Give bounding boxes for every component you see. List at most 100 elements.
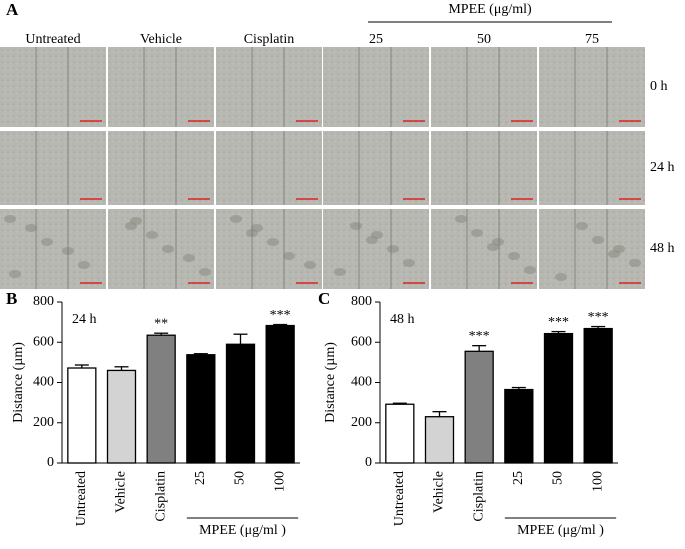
micrograph <box>108 209 214 289</box>
x-tick-label: 50 <box>233 471 248 485</box>
row-label: 48 h <box>650 241 675 256</box>
bar <box>464 350 494 464</box>
cell-cluster <box>25 224 37 232</box>
cell-cluster <box>199 268 211 276</box>
column-label: Untreated <box>25 32 80 47</box>
cell-cluster <box>629 259 641 267</box>
micrograph <box>431 131 537 205</box>
chart-title: 48 h <box>390 312 415 327</box>
micrograph <box>108 131 214 205</box>
panel-label: A <box>6 0 19 19</box>
x-tick-label: Untreated <box>392 471 407 526</box>
y-axis-label: Distance (µm) <box>11 342 26 423</box>
column-label: 50 <box>477 32 491 47</box>
cell-cluster <box>78 261 90 269</box>
bar <box>543 332 574 464</box>
cell-cluster <box>455 215 467 223</box>
x-tick-label: Vehicle <box>114 471 129 513</box>
cell-cluster <box>41 238 53 246</box>
x-tick-label: 100 <box>272 471 287 492</box>
y-tick-label: 200 <box>351 415 372 430</box>
micrograph <box>431 209 537 289</box>
y-tick-label: 400 <box>351 375 372 390</box>
significance: ** <box>154 316 168 331</box>
bar <box>504 388 534 464</box>
micrograph <box>108 47 214 127</box>
micrograph <box>216 47 322 127</box>
column-label: 75 <box>585 32 599 47</box>
column-label: Cisplatin <box>244 32 295 47</box>
cell-cluster <box>576 222 588 230</box>
bar <box>186 354 216 464</box>
cell-cluster <box>146 231 158 239</box>
y-tick-label: 0 <box>365 455 372 470</box>
cell-cluster <box>592 236 604 244</box>
significance: *** <box>548 315 569 330</box>
micrograph <box>323 209 429 289</box>
cell-cluster <box>492 238 504 246</box>
y-tick-label: 0 <box>47 455 54 470</box>
x-tick-label: Cisplatin <box>471 471 486 522</box>
column-label: Vehicle <box>140 32 182 47</box>
row-label: 0 h <box>650 79 668 94</box>
bar <box>424 416 455 464</box>
x-tick-label: 25 <box>511 471 526 485</box>
cell-cluster <box>508 252 520 260</box>
cell-cluster <box>387 245 399 253</box>
cell-cluster <box>471 229 483 237</box>
x-tick-label: Vehicle <box>432 471 447 513</box>
significance: *** <box>588 310 609 325</box>
y-tick-label: 800 <box>351 294 372 309</box>
group-label: MPEE (μg/ml ) <box>517 523 604 538</box>
bar <box>583 327 613 464</box>
cell-cluster <box>304 261 316 269</box>
micrograph <box>431 47 537 127</box>
significance: *** <box>469 329 490 344</box>
y-tick-label: 800 <box>33 294 54 309</box>
x-tick-label: Untreated <box>74 471 89 526</box>
y-tick-label: 200 <box>33 415 54 430</box>
bar <box>265 324 295 464</box>
micrograph <box>216 131 322 205</box>
panel-label: B <box>6 289 17 308</box>
column-label: 25 <box>369 32 383 47</box>
cell-cluster <box>130 217 142 225</box>
cell-cluster <box>4 215 16 223</box>
cell-cluster <box>267 238 279 246</box>
micrograph <box>323 47 429 127</box>
group-label: MPEE (μg/ml) <box>448 2 532 17</box>
cell-cluster <box>350 222 362 230</box>
micrograph <box>0 131 106 205</box>
bar <box>385 403 415 464</box>
micrograph <box>539 47 645 127</box>
cell-cluster <box>524 266 536 274</box>
micrograph <box>323 131 429 205</box>
bar <box>67 367 97 464</box>
bar <box>106 369 137 464</box>
cell-cluster <box>9 270 21 278</box>
cell-cluster <box>613 245 625 253</box>
cell-cluster <box>183 254 195 262</box>
x-tick-label: 100 <box>590 471 605 492</box>
y-tick-label: 600 <box>33 334 54 349</box>
y-tick-label: 400 <box>33 375 54 390</box>
micrograph <box>539 131 645 205</box>
x-tick-label: 25 <box>193 471 208 485</box>
significance: *** <box>270 308 291 323</box>
bar <box>146 334 176 464</box>
y-axis-label: Distance (µm) <box>323 342 338 423</box>
cell-cluster <box>555 273 567 281</box>
bar <box>225 343 256 464</box>
cell-cluster <box>334 268 346 276</box>
cell-cluster <box>403 259 415 267</box>
panel-label: C <box>318 289 330 308</box>
y-tick-label: 600 <box>351 334 372 349</box>
cell-cluster <box>371 231 383 239</box>
cell-cluster <box>230 215 242 223</box>
row-label: 24 h <box>650 160 675 175</box>
cell-cluster <box>162 245 174 253</box>
chart-title: 24 h <box>72 312 97 327</box>
x-tick-label: 50 <box>551 471 566 485</box>
x-tick-label: Cisplatin <box>153 471 168 522</box>
